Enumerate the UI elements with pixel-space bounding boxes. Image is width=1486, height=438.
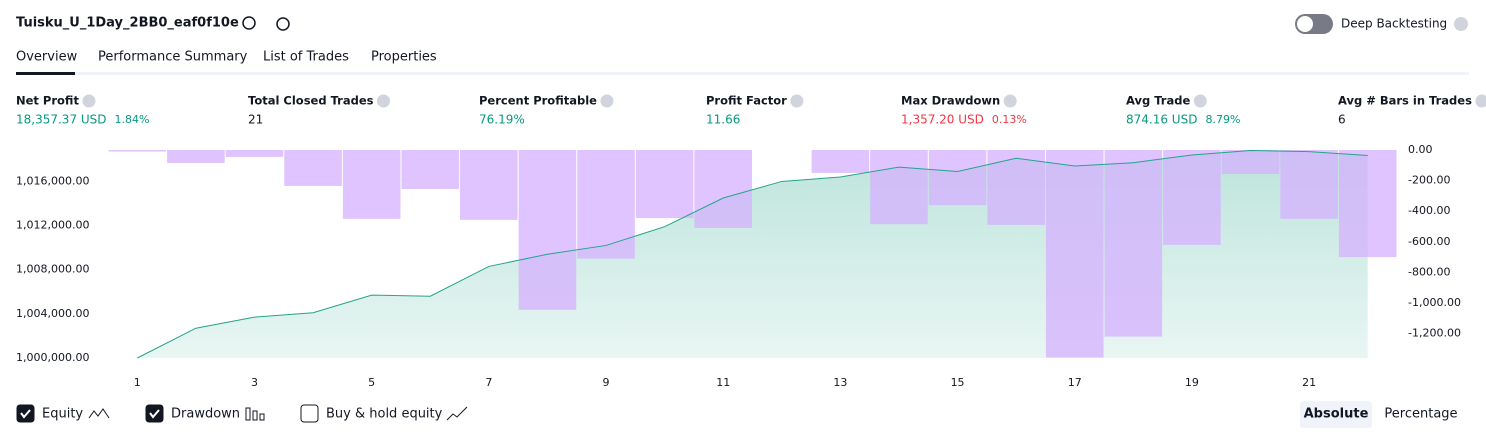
info-icon[interactable] [790,94,804,108]
tab[interactable]: Performance Summary [98,50,248,65]
x-tick-label: 17 [1068,376,1082,389]
drawdown-bar [284,150,342,186]
y2-tick-label: -1,000.00 [1408,296,1461,309]
x-tick-label: 5 [368,376,375,389]
y2-tick-label: -200.00 [1408,174,1450,187]
drawdown-bar [342,150,401,219]
legend-buyhold: Buy & hold equity [326,407,443,422]
drawdown-bar [1338,150,1397,258]
drawdown-bar [1045,150,1104,358]
buyhold-icon [446,406,468,421]
tab[interactable]: Properties [371,50,437,65]
drawdown-bar [460,150,518,220]
toggle-label: Deep Backtesting [1341,17,1447,31]
checkbox[interactable] [16,404,35,423]
checkmark [149,409,160,419]
checkbox[interactable] [145,404,164,423]
y-tick-label: 1,012,000.00 [16,219,89,232]
drawdown-bar [694,150,752,228]
y2-tick-label: -1,200.00 [1408,327,1461,340]
y-tick-label: 1,008,000.00 [16,263,89,276]
mode-absolute[interactable]: Absolute [1304,407,1369,422]
stat-percent: 8.79% [1205,113,1240,126]
x-tick-label: 19 [1185,376,1199,389]
stat-value: 6 [1338,113,1346,127]
tab-underline [16,72,75,75]
tab-rule [16,72,1469,75]
drawdown-bar [1221,150,1280,175]
stat-value: 874.16 USD [1126,113,1197,127]
x-tick-label: 21 [1302,376,1316,389]
stat-label: Max Drawdown [901,94,1000,108]
drawdown-bar [811,150,870,173]
strategy-title: Tuisku_U_1Day_2BB0_eaf0f10e [16,16,239,31]
equity-icon [88,408,110,419]
y2-tick-label: -600.00 [1408,235,1450,248]
drawdown-bar [870,150,928,225]
stat-label: Percent Profitable [479,94,597,108]
x-tick-label: 9 [603,376,610,389]
drawdown-bar [1163,150,1221,245]
drawdown-bar [108,150,167,152]
drawdown-icon [245,407,265,421]
stat-label: Net Profit [16,94,79,108]
stat-label: Profit Factor [706,94,787,108]
tab[interactable]: Overview [16,50,78,65]
stat-value: 21 [248,113,263,127]
info-icon[interactable] [1193,94,1207,108]
help-icon[interactable] [1454,17,1468,31]
info-icon[interactable] [1003,94,1017,108]
stat-value: 18,357.37 USD [16,113,107,127]
info-icon[interactable] [376,94,390,108]
drawdown-bar [1280,150,1338,219]
stat-value: 11.66 [706,113,740,127]
drawdown-bar [1104,150,1163,337]
drawdown-bar [167,150,225,163]
mode-active-bg [1300,401,1372,428]
y-tick-label: 1,004,000.00 [16,307,89,320]
tab[interactable]: List of Trades [263,50,349,65]
stat-value: 76.19% [479,113,525,127]
mode-percentage[interactable]: Percentage [1384,407,1457,422]
x-tick-label: 7 [485,376,492,389]
stat-label: Total Closed Trades [248,94,374,108]
drawdown-bar [401,150,460,189]
x-tick-label: 13 [833,376,847,389]
settings-icon[interactable] [242,16,256,30]
stat-label: Avg Trade [1126,94,1190,108]
legend-drawdown: Drawdown [171,407,240,422]
y-tick-label: 1,016,000.00 [16,174,89,187]
y2-tick-label: -400.00 [1408,204,1450,217]
x-tick-label: 1 [134,376,141,389]
info-icon[interactable] [1475,94,1486,108]
y2-tick-label: -800.00 [1408,265,1450,278]
checkmark [20,409,31,419]
drawdown-bar [577,150,635,259]
toggle-knob [1297,16,1313,32]
drawdown-bar [928,150,987,206]
drawdown-bar [225,150,284,157]
checkbox[interactable] [300,404,319,423]
drawdown-bar [518,150,577,310]
stat-value: 1,357.20 USD [901,113,984,127]
x-tick-label: 11 [716,376,730,389]
x-tick-label: 15 [951,376,965,389]
x-tick-label: 3 [251,376,258,389]
equity-line [137,150,1368,359]
info-icon[interactable] [82,94,96,108]
drawdown-bar [635,150,694,219]
stat-percent: 1.84% [115,113,150,126]
y2-tick-label: 0.00 [1408,143,1433,156]
y-tick-label: 1,000,000.00 [16,351,89,364]
alert-icon[interactable] [276,17,290,31]
stat-percent: 0.13% [992,113,1027,126]
stat-label: Avg # Bars in Trades [1338,94,1472,108]
legend-equity: Equity [42,407,83,422]
info-icon[interactable] [600,94,614,108]
